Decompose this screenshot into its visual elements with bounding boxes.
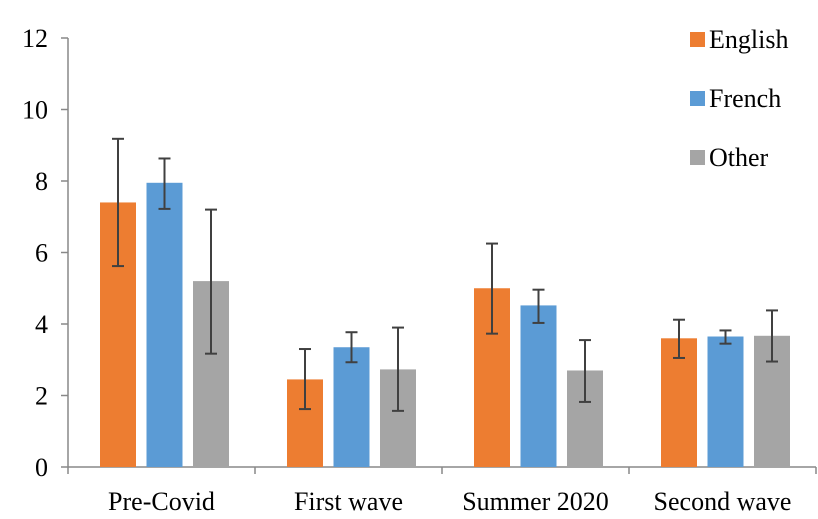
y-tick-label: 8 [35,167,48,196]
y-tick-label: 6 [35,239,48,268]
legend-label-french: French [709,84,781,113]
x-axis: Pre-Covid First wave Summer 2020 Second wav… [67,466,817,516]
bars [100,182,790,467]
bar-french [520,305,557,467]
y-tick-label: 4 [35,310,48,339]
y-tick-label: 2 [35,382,48,411]
y-tick-label: 12 [22,24,48,53]
bar-french [333,347,370,467]
y-tick-label: 0 [35,453,48,482]
x-category-label: Second wave [654,487,792,516]
legend-label-other: Other [709,143,769,172]
y-tick-label: 10 [22,96,48,125]
bar-french [146,182,183,467]
x-category-label: First wave [294,487,403,516]
y-axis: 0 2 4 6 8 10 12 [22,24,69,482]
legend-swatch-english [690,32,705,47]
error-bars [112,137,778,412]
legend-label-english: English [709,25,788,54]
bar-french [707,336,744,467]
legend-swatch-other [690,150,705,165]
legend: English French Other [690,25,788,172]
x-category-label: Summer 2020 [462,487,609,516]
legend-swatch-french [690,91,705,106]
bar-english [661,338,697,467]
x-category-label: Pre-Covid [108,487,215,516]
